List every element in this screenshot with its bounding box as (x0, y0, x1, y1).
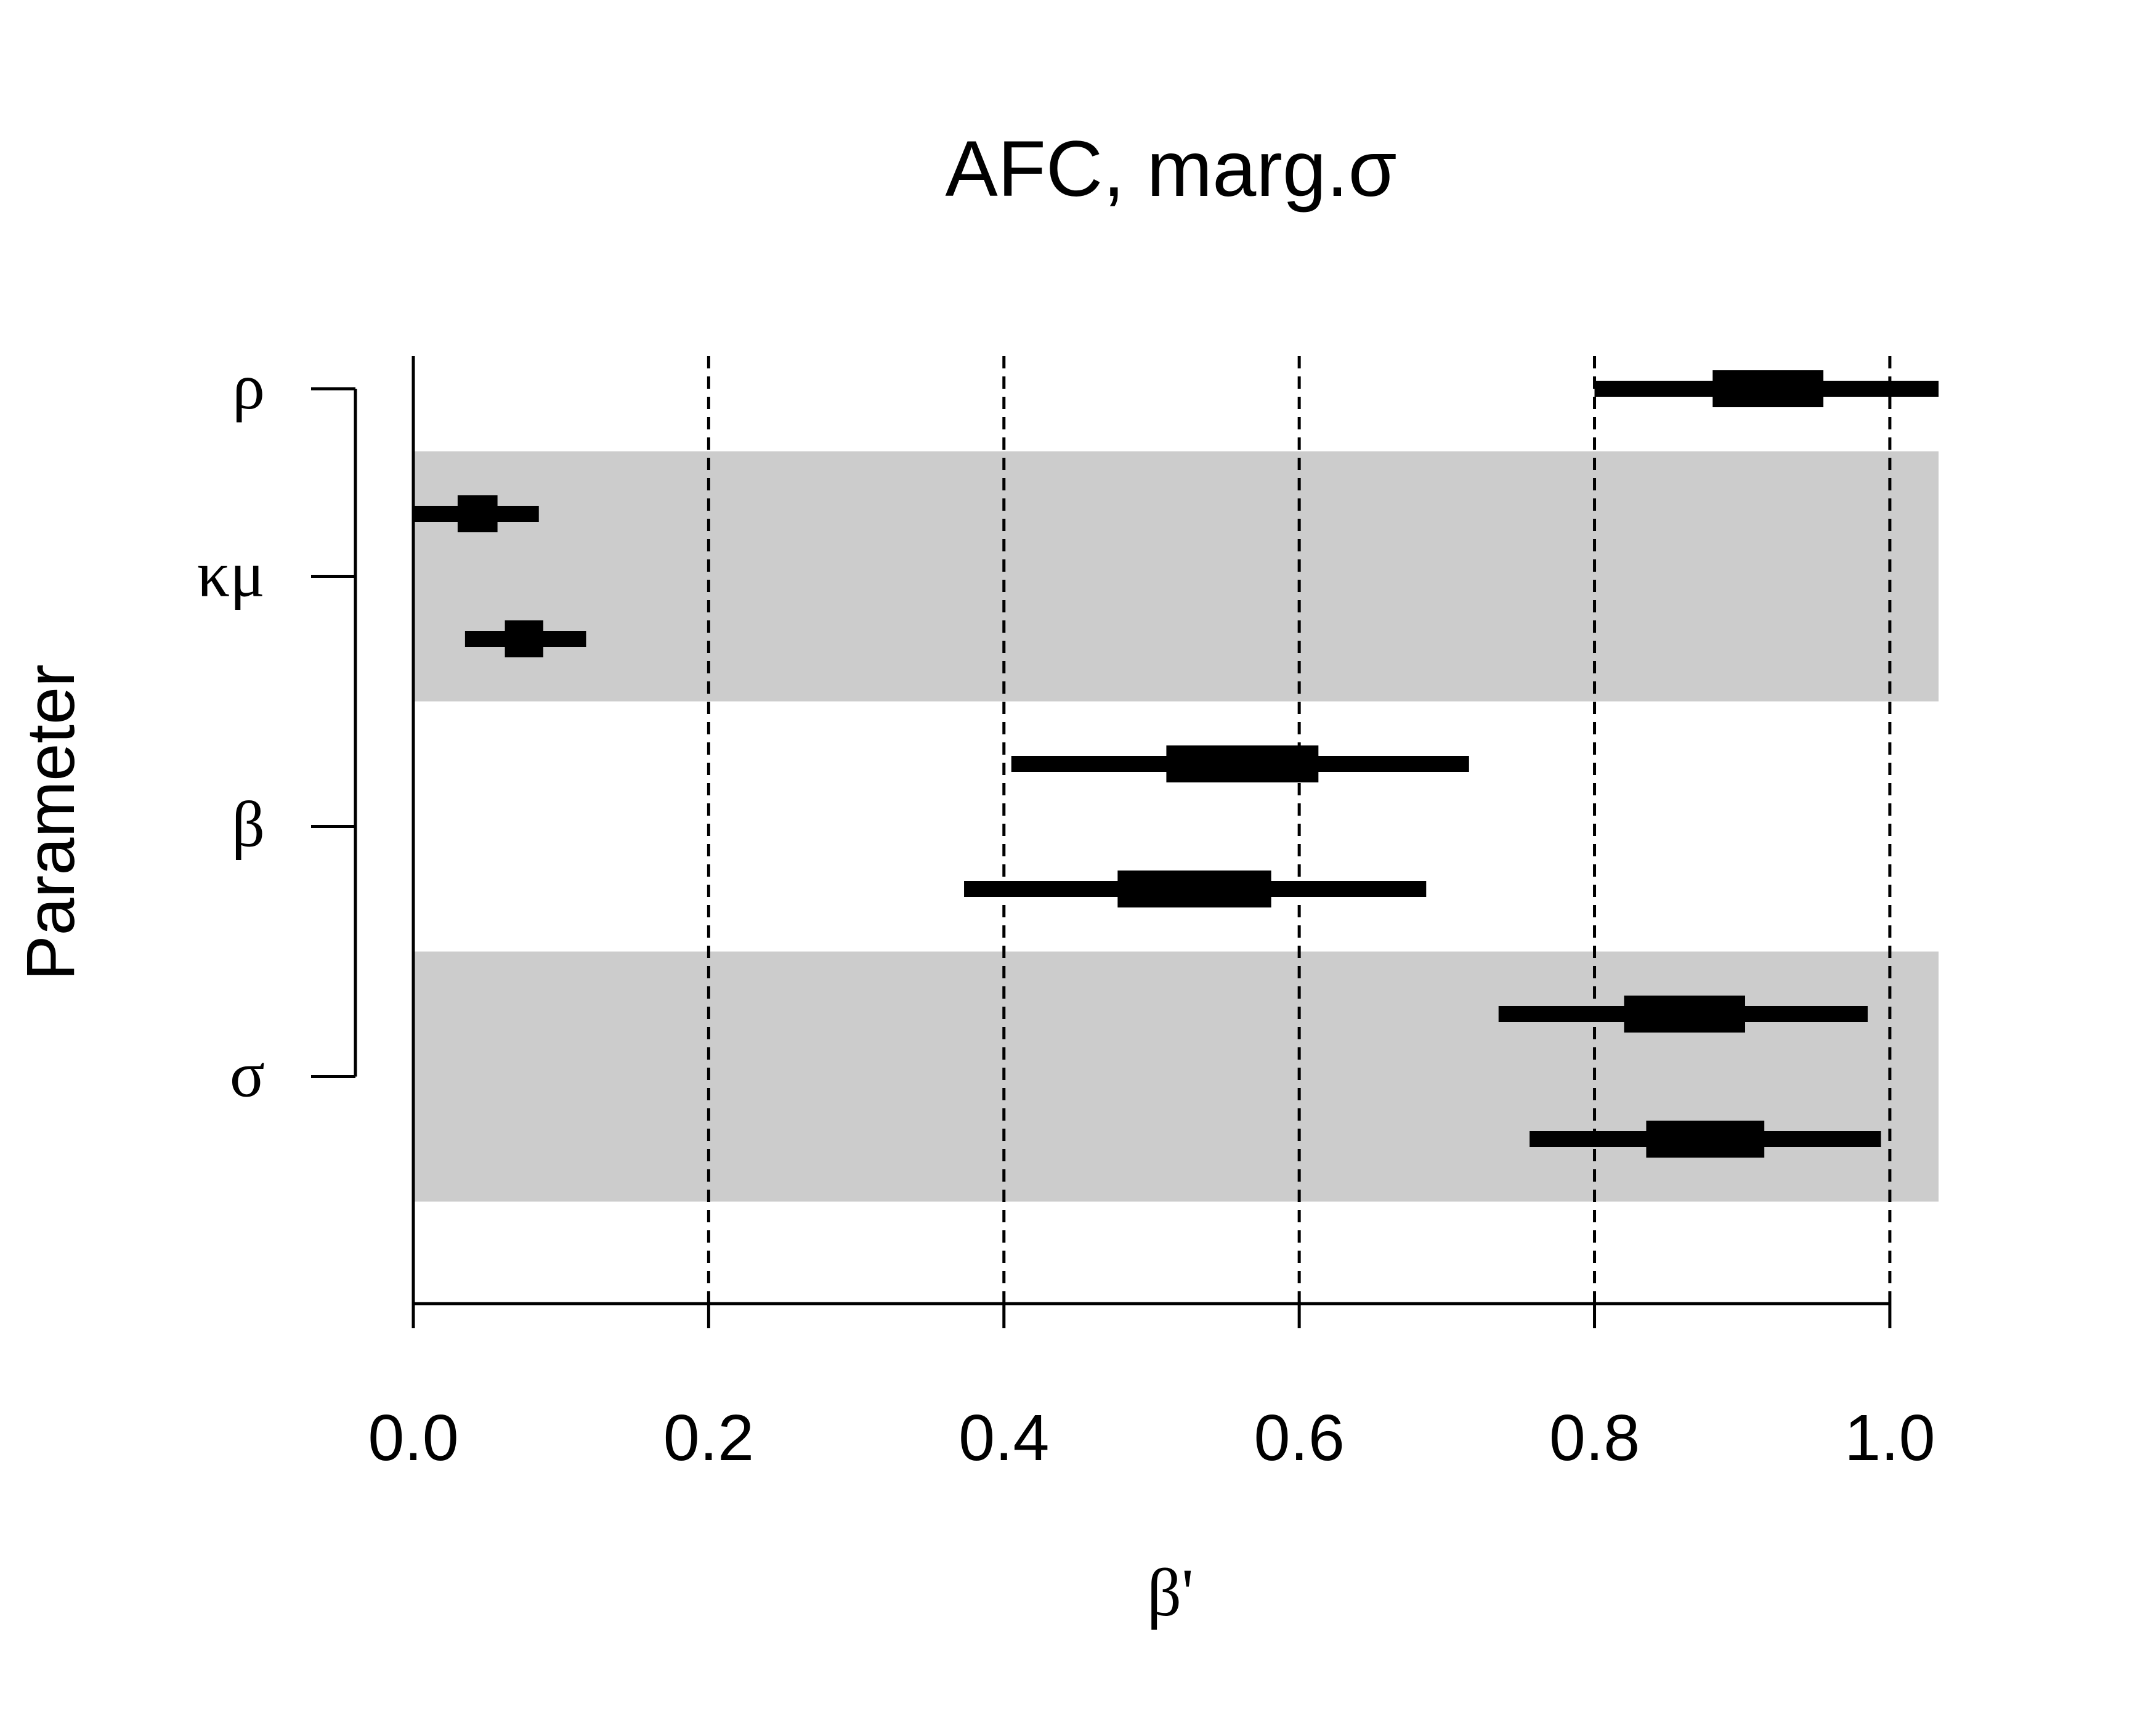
x-tick-label-3: 0.6 (1254, 1402, 1344, 1474)
axes: 0.0 0.2 0.4 0.6 0.8 1.0 ρ κμ β σ (197, 351, 1935, 1474)
chart-title: AFC, marg.σ (945, 125, 1396, 213)
group-label-3: σ (230, 1039, 265, 1111)
x-tick-label-0: 0.0 (368, 1402, 458, 1474)
x-tick-label-5: 1.0 (1844, 1402, 1935, 1474)
shaded-band-1 (413, 451, 1939, 702)
group-label-2: β (232, 789, 265, 861)
x-tick-label-4: 0.8 (1549, 1402, 1640, 1474)
group-label-0: ρ (232, 351, 265, 423)
x-tick-label-1: 0.2 (663, 1402, 754, 1474)
intervals (413, 370, 1939, 1158)
y-axis-label: Parameter (13, 664, 89, 981)
shaded-band-3 (413, 951, 1939, 1202)
reference-lines (707, 356, 1892, 1304)
x-axis-label: β' (1147, 1555, 1194, 1630)
shaded-bands (413, 451, 1939, 1202)
x-tick-label-2: 0.4 (958, 1402, 1049, 1474)
group-label-1: κμ (197, 538, 265, 611)
